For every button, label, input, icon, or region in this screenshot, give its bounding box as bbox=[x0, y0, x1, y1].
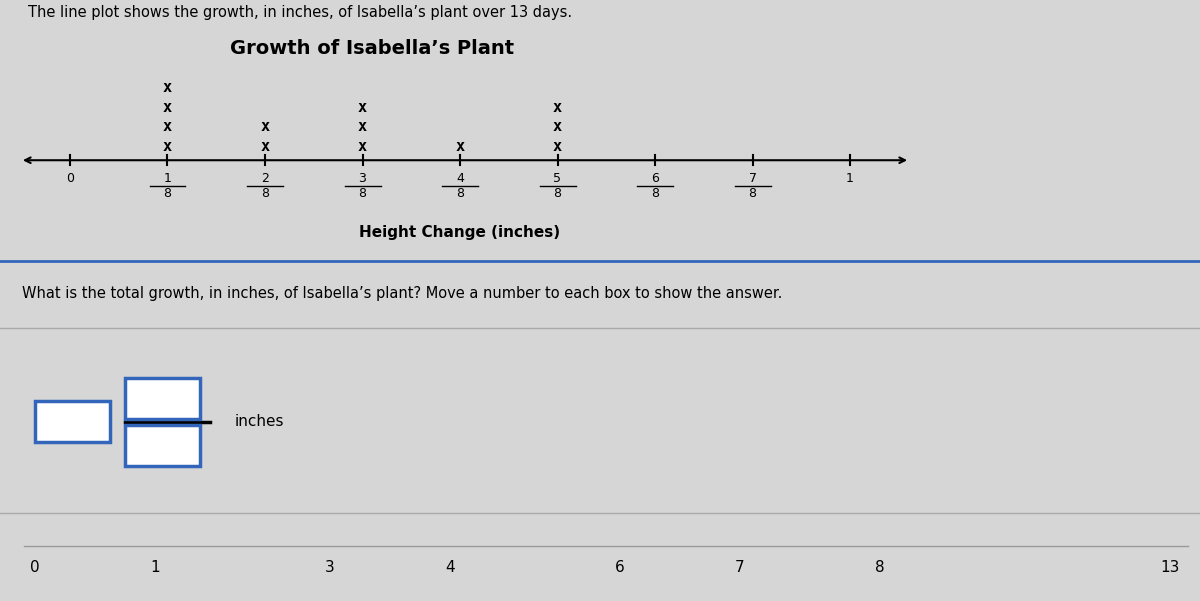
Text: x: x bbox=[260, 138, 270, 153]
Text: 8: 8 bbox=[650, 188, 659, 200]
Text: 1: 1 bbox=[150, 560, 160, 575]
Text: x: x bbox=[260, 119, 270, 134]
Text: 7: 7 bbox=[736, 560, 745, 575]
Text: x: x bbox=[358, 138, 367, 153]
Text: 8: 8 bbox=[359, 188, 366, 200]
Text: 13: 13 bbox=[1160, 560, 1180, 575]
Text: 1: 1 bbox=[163, 172, 172, 185]
Text: 8: 8 bbox=[262, 188, 269, 200]
Text: 5: 5 bbox=[553, 172, 562, 185]
Text: x: x bbox=[163, 138, 172, 153]
Text: 2: 2 bbox=[262, 172, 269, 185]
Text: 8: 8 bbox=[163, 188, 172, 200]
Text: x: x bbox=[163, 81, 172, 96]
Text: 0: 0 bbox=[66, 172, 74, 185]
Text: 3: 3 bbox=[325, 560, 335, 575]
Text: 8: 8 bbox=[749, 188, 756, 200]
Text: x: x bbox=[358, 119, 367, 134]
Text: x: x bbox=[358, 100, 367, 115]
Text: 8: 8 bbox=[875, 560, 884, 575]
FancyBboxPatch shape bbox=[125, 378, 200, 419]
Text: 3: 3 bbox=[359, 172, 366, 185]
Text: 1: 1 bbox=[846, 172, 854, 185]
Text: x: x bbox=[163, 119, 172, 134]
Text: Growth of Isabella’s Plant: Growth of Isabella’s Plant bbox=[230, 38, 514, 58]
Text: 6: 6 bbox=[652, 172, 659, 185]
Text: x: x bbox=[553, 119, 562, 134]
FancyBboxPatch shape bbox=[35, 401, 110, 442]
Text: x: x bbox=[553, 100, 562, 115]
Text: x: x bbox=[456, 138, 464, 153]
Text: inches: inches bbox=[235, 414, 284, 429]
Text: x: x bbox=[163, 100, 172, 115]
Text: The line plot shows the growth, in inches, of Isabella’s plant over 13 days.: The line plot shows the growth, in inche… bbox=[28, 5, 572, 20]
Text: 7: 7 bbox=[749, 172, 756, 185]
Text: 0: 0 bbox=[30, 560, 40, 575]
FancyBboxPatch shape bbox=[125, 425, 200, 466]
Text: 8: 8 bbox=[553, 188, 562, 200]
Text: 6: 6 bbox=[616, 560, 625, 575]
Text: 4: 4 bbox=[445, 560, 455, 575]
Text: 4: 4 bbox=[456, 172, 464, 185]
Text: Height Change (inches): Height Change (inches) bbox=[360, 225, 560, 240]
Text: What is the total growth, in inches, of Isabella’s plant? Move a number to each : What is the total growth, in inches, of … bbox=[22, 285, 782, 300]
Text: x: x bbox=[553, 138, 562, 153]
Text: 8: 8 bbox=[456, 188, 464, 200]
